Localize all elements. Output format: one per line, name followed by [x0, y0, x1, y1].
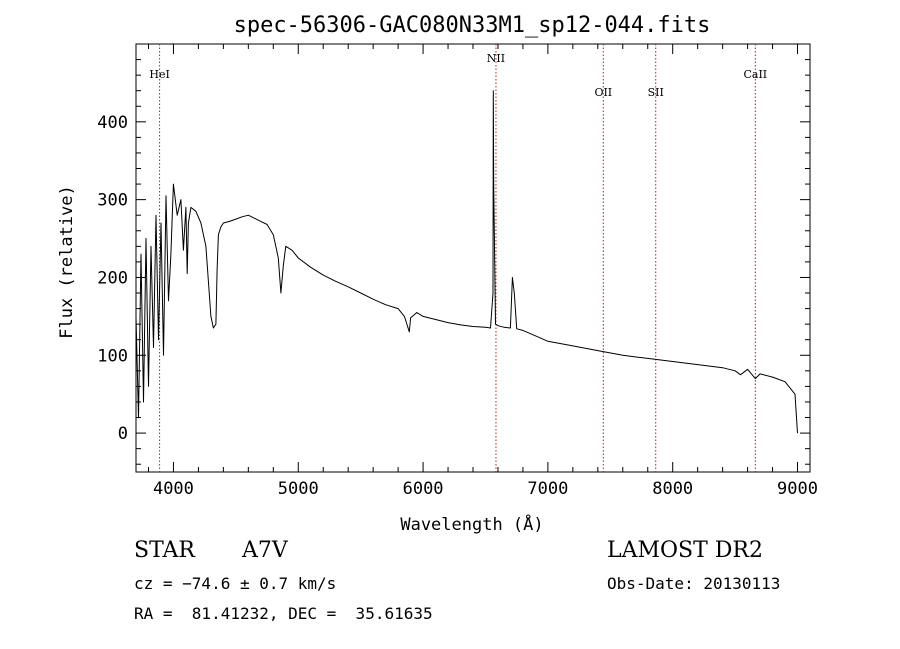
- x-tick-label: 8000: [652, 479, 693, 499]
- y-tick-label: 400: [97, 113, 128, 133]
- line-marker-label: NII: [487, 52, 505, 65]
- x-tick-label: 7000: [527, 479, 568, 499]
- x-tick-label: 6000: [403, 479, 444, 499]
- chart-title: spec-56306-GAC080N33M1_sp12-044.fits: [234, 13, 711, 38]
- plot-frame: [135, 43, 811, 473]
- x-axis-label: Wavelength (Å): [400, 513, 543, 535]
- line-marker-label: SII: [648, 86, 664, 99]
- y-tick-label: 100: [97, 346, 128, 366]
- survey-name: LAMOST DR2: [607, 538, 763, 563]
- x-tick-label: 9000: [777, 479, 818, 499]
- object-subclass: A7V: [242, 538, 288, 563]
- object-class: STAR: [134, 538, 195, 563]
- plot-area: 4000 5000 6000 7000 8000 9000 0 100 200 300 400 HeI…: [97, 43, 818, 499]
- y-tick-label: 300: [97, 191, 128, 211]
- line-marker-label: CaII: [743, 68, 767, 81]
- line-marker-label: OII: [594, 86, 612, 99]
- x-tick-label: 5000: [278, 479, 319, 499]
- coordinates: RA = 81.41232, DEC = 35.61635: [134, 604, 433, 623]
- spectrum-line: [135, 90, 798, 434]
- y-tick-label: 0: [118, 424, 128, 444]
- observation-date: Obs-Date: 20130113: [607, 574, 781, 593]
- x-tick-label: 4000: [153, 479, 194, 499]
- y-tick-label: 200: [97, 268, 128, 288]
- line-marker-label: HeI: [149, 68, 169, 81]
- y-axis-label: Flux (relative): [57, 185, 77, 339]
- redshift-velocity: cz = −74.6 ± 0.7 km/s: [134, 574, 337, 593]
